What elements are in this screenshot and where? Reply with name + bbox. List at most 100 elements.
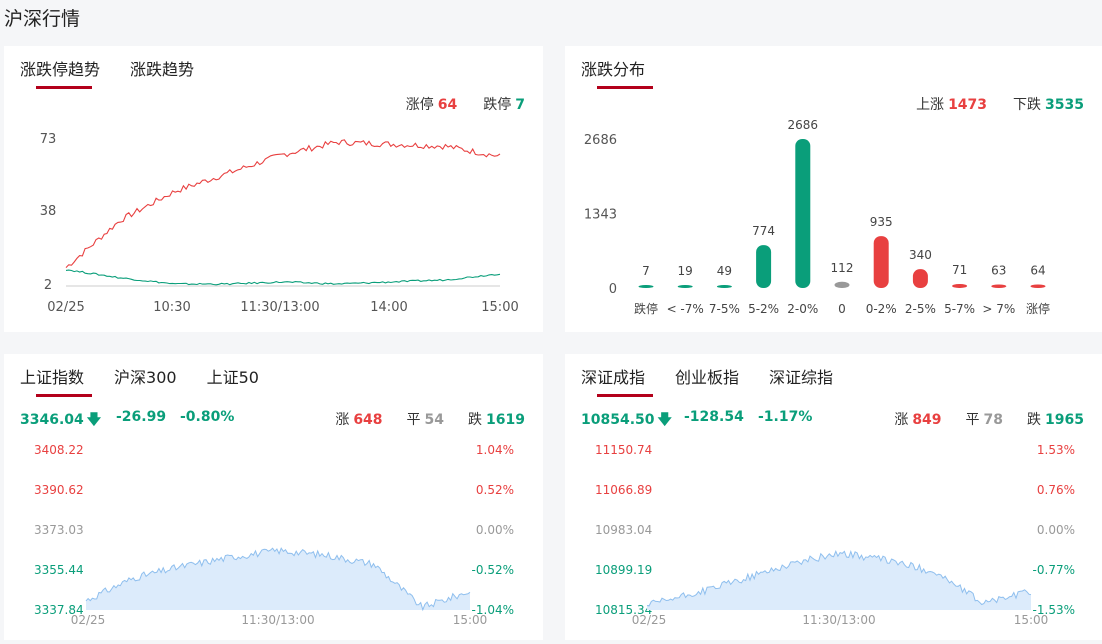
bar-value-label: 49 (717, 264, 732, 278)
distribution-chart: 2686 1343 0 7 跌停 19 < -7% 49 7-5% 774 5-2% 2686 2-0%… (584, 118, 1050, 316)
bar (1030, 284, 1046, 288)
limit-trend-chart: 73 38 2 02/25 10:30 11:30/13:00 14:00 15:00 (40, 132, 519, 315)
distribution-panel: 涨跌分布 上涨 1473 下跌 3535 2686 1343 0 7 跌停 19 < -7% 49… (565, 46, 1102, 332)
y-pct-label: -0.52% (472, 563, 514, 577)
y-tick-label: 10899.19 (595, 563, 652, 577)
y-tick-label: 3408.22 (34, 443, 84, 457)
y-tick-label: 2 (44, 278, 52, 293)
sz-index-tabs: 深证成指 创业板指 深证综指 (581, 364, 863, 397)
y-tick-label: 10815.34 (595, 603, 652, 617)
sz-up-count: 涨 849 (894, 412, 942, 428)
category-label: 7-5% (709, 302, 740, 316)
y-tick-label: 1343 (584, 208, 617, 223)
fall-legend: 下跌 3535 (1013, 97, 1084, 113)
x-tick-label: 14:00 (370, 300, 407, 315)
y-pct-label: 1.04% (476, 443, 514, 457)
sh-index-chart: 3408.22 1.04% 3390.62 0.52% 3373.03 0.00% 3355… (34, 443, 514, 627)
fall-count: 3535 (1045, 97, 1084, 113)
index-area-fill (647, 551, 1031, 610)
tab-sh-composite[interactable]: 上证指数 (20, 364, 93, 397)
y-tick-label: 10983.04 (595, 523, 652, 537)
y-pct-label: 0.00% (476, 523, 514, 537)
y-pct-label: 0.76% (1037, 483, 1075, 497)
series-line-limit-up (65, 139, 501, 268)
bar-value-label: 2686 (788, 118, 819, 132)
bar-value-label: 63 (991, 264, 1006, 278)
bar-value-label: 64 (1030, 263, 1045, 277)
x-tick-label: 10:30 (153, 300, 190, 315)
bar (834, 281, 850, 288)
distribution-tabs: 涨跌分布 (581, 56, 675, 89)
x-tick-label: 15:00 (1014, 613, 1049, 627)
category-label: 0 (838, 302, 846, 316)
sh-index-panel: 上证指数 沪深300 上证50 3346.04 🡇 -26.99 -0.80% 涨… (4, 354, 543, 640)
x-tick-label: 02/25 (632, 613, 667, 627)
bar (873, 236, 889, 288)
bar-value-label: 340 (909, 248, 932, 262)
x-tick-label: 15:00 (481, 300, 518, 315)
bar (638, 285, 654, 288)
tab-distribution[interactable]: 涨跌分布 (581, 56, 654, 89)
category-label: > 7% (982, 302, 1015, 316)
sh-index-stats: 3346.04 🡇 -26.99 -0.80% 涨 648 平 54 跌 1619 (20, 409, 525, 431)
category-label: 5-7% (944, 302, 975, 316)
x-tick-label: 15:00 (453, 613, 488, 627)
rise-legend: 上涨 1473 (916, 97, 988, 113)
tab-chinext[interactable]: 创业板指 (675, 368, 740, 387)
y-tick-label: 11066.89 (595, 483, 652, 497)
sh-up-count: 涨 648 (335, 412, 383, 428)
tab-sz-component[interactable]: 深证成指 (581, 364, 654, 397)
arrow-down-icon: 🡇 (657, 412, 672, 428)
limit-up-count: 64 (437, 97, 458, 113)
limit-up-legend: 涨停 64 (405, 97, 458, 113)
bar (991, 284, 1007, 288)
bar (677, 285, 693, 288)
limit-trend-panel: 涨跌停趋势 涨跌趋势 涨停 64 跌停 7 73 38 2 02/25 10:30 11:30… (4, 46, 543, 332)
limit-legend: 涨停 64 跌停 7 (406, 94, 525, 114)
index-area-fill (86, 548, 470, 610)
tab-sz-composite[interactable]: 深证综指 (769, 368, 834, 387)
page-title: 沪深行情 (4, 8, 81, 30)
category-label: 2-5% (905, 302, 936, 316)
tab-csi300[interactable]: 沪深300 (114, 368, 177, 387)
bar-value-label: 774 (752, 224, 775, 238)
x-tick-label: 11:30/13:00 (240, 300, 319, 315)
y-tick-label: 3373.03 (34, 523, 84, 537)
index-line (646, 549, 1032, 607)
sh-change-pct: -0.80% (180, 409, 235, 425)
sh-flat-count: 平 54 (406, 412, 445, 428)
series-line-limit-down (65, 269, 501, 286)
y-tick-label: 3355.44 (34, 563, 84, 577)
sh-index-tabs: 上证指数 沪深300 上证50 (20, 364, 289, 397)
sh-price: 3346.04 🡇 (20, 409, 101, 433)
bar (716, 285, 732, 288)
sz-price: 10854.50 🡇 (581, 409, 672, 433)
bar-value-label: 19 (678, 264, 693, 278)
sz-change-pct: -1.17% (758, 409, 813, 425)
sz-down-count: 跌 1965 (1027, 412, 1084, 428)
arrow-down-icon: 🡇 (86, 412, 102, 428)
sh-breadth: 涨 648 平 54 跌 1619 (335, 409, 525, 429)
distribution-legend: 上涨 1473 下跌 3535 (916, 94, 1084, 114)
tab-limit-trend[interactable]: 涨跌停趋势 (20, 56, 100, 89)
category-label: 跌停 (634, 301, 658, 316)
y-pct-label: 1.53% (1037, 443, 1075, 457)
category-label: 涨停 (1026, 301, 1050, 316)
sz-index-panel: 深证成指 创业板指 深证综指 10854.50 🡇 -128.54 -1.17% … (565, 354, 1102, 640)
category-label: 0-2% (866, 302, 897, 316)
tab-sse50[interactable]: 上证50 (206, 368, 259, 387)
sz-breadth: 涨 849 平 78 跌 1965 (894, 409, 1084, 429)
bar (795, 139, 811, 288)
bar-value-label: 935 (870, 215, 893, 229)
x-tick-label: 11:30/13:00 (241, 613, 314, 627)
y-tick-label: 0 (609, 282, 617, 297)
sh-down-count: 跌 1619 (468, 412, 525, 428)
limit-down-count: 7 (515, 97, 525, 113)
x-tick-label: 11:30/13:00 (802, 613, 875, 627)
y-pct-label: 0.52% (476, 483, 514, 497)
y-tick-label: 38 (40, 204, 57, 219)
y-tick-label: 3337.84 (34, 603, 84, 617)
tab-rise-fall-trend[interactable]: 涨跌趋势 (130, 60, 195, 79)
y-pct-label: -0.77% (1033, 563, 1075, 577)
bar (952, 284, 968, 288)
